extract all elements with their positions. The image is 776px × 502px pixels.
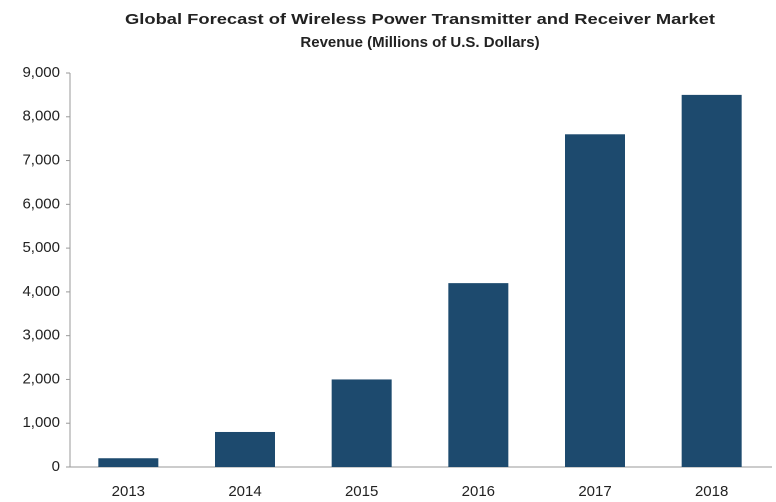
y-tick-label: 6,000	[22, 195, 60, 212]
y-tick-label: 0	[52, 458, 60, 475]
x-tick-label: 2017	[578, 483, 611, 500]
y-tick-label: 8,000	[22, 108, 60, 125]
x-tick-label: 2016	[462, 483, 495, 500]
chart-title: Global Forecast of Wireless Power Transm…	[125, 11, 715, 28]
bar	[681, 94, 742, 467]
x-tick-label: 2014	[228, 483, 261, 500]
x-tick-label: 2018	[695, 483, 728, 500]
y-tick-label: 3,000	[22, 327, 60, 344]
y-tick-label: 5,000	[22, 239, 60, 256]
y-tick-label: 2,000	[22, 370, 60, 387]
bar	[331, 379, 392, 467]
y-tick-label: 7,000	[22, 152, 60, 169]
chart-title: Revenue (Millions of U.S. Dollars)	[300, 34, 539, 51]
y-tick-label: 9,000	[22, 64, 60, 81]
bar	[215, 431, 275, 467]
y-tick-label: 1,000	[22, 414, 60, 431]
bar	[98, 458, 159, 467]
bar	[565, 134, 625, 468]
y-tick-label: 4,000	[22, 283, 60, 300]
bar	[448, 283, 509, 467]
x-tick-label: 2015	[345, 483, 378, 500]
x-tick-label: 2013	[112, 483, 145, 500]
